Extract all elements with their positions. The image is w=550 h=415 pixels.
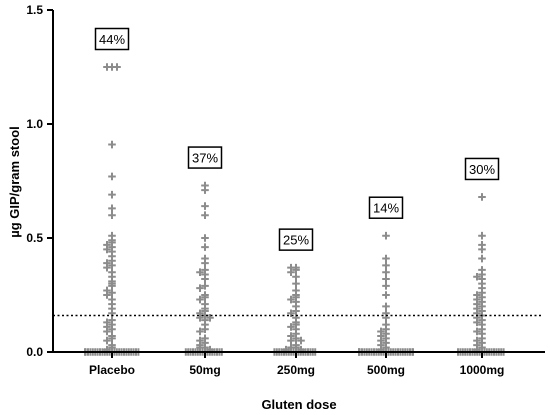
data-point	[201, 186, 209, 194]
percent-label: 37%	[192, 151, 218, 166]
data-point	[382, 231, 390, 240]
data-point	[201, 275, 209, 283]
data-point	[103, 291, 111, 299]
x-tick-label: 1000mg	[460, 363, 505, 377]
percent-label-box	[368, 196, 404, 219]
data-point	[108, 140, 116, 149]
data-point	[287, 295, 295, 304]
data-point	[287, 268, 295, 276]
y-ticks: 0.0 0.5 1.0 1.5	[26, 3, 53, 359]
data-point	[113, 63, 121, 71]
data-point	[108, 211, 116, 219]
data-point	[201, 325, 209, 333]
data-point	[103, 263, 111, 272]
data-point	[201, 211, 209, 219]
data-point	[108, 190, 116, 199]
data-point	[473, 318, 481, 327]
data-point	[478, 193, 486, 201]
data-point	[292, 279, 300, 288]
data-point	[382, 291, 390, 299]
data-point	[382, 282, 390, 290]
x-ticks: Placebo 50mg 250mg 500mg 1000mg	[89, 352, 504, 377]
x-tick-label: 50mg	[189, 363, 220, 377]
x-axis-title: Gluten dose	[261, 397, 336, 412]
data-point	[108, 172, 116, 181]
data-points	[81, 63, 508, 356]
data-point	[201, 259, 209, 267]
percent-labels: 44% 37% 25% 14% 30%	[94, 27, 500, 251]
y-axis-title: µg GIP/gram stool	[7, 126, 22, 238]
x-tick-label: 250mg	[277, 363, 315, 377]
data-point	[196, 284, 204, 292]
data-point	[103, 63, 111, 71]
y-tick-label: 1.5	[26, 3, 43, 17]
data-point	[108, 325, 116, 333]
data-point	[473, 327, 481, 336]
percent-label-box	[464, 157, 500, 181]
data-point	[103, 336, 111, 345]
data-point	[478, 254, 486, 263]
data-point	[108, 204, 116, 213]
percent-label: 25%	[283, 233, 309, 248]
data-point	[201, 282, 209, 290]
data-point	[292, 307, 300, 315]
data-point	[201, 234, 209, 242]
data-point	[196, 268, 204, 276]
data-point	[201, 202, 209, 210]
data-point	[108, 261, 116, 270]
data-point	[478, 231, 486, 240]
data-point	[196, 295, 204, 304]
data-point	[292, 334, 300, 343]
percent-label: 44%	[99, 32, 125, 47]
percent-label-box	[94, 27, 130, 51]
data-point	[103, 245, 111, 254]
data-point	[108, 334, 116, 343]
data-point	[478, 245, 486, 254]
y-tick-label: 0.0	[26, 345, 43, 359]
percent-label: 14%	[373, 201, 399, 216]
percent-label-box	[278, 228, 314, 251]
data-point	[287, 323, 295, 331]
x-tick-label: 500mg	[367, 363, 405, 377]
percent-label-box	[187, 146, 223, 169]
y-tick-label: 0.5	[26, 231, 43, 245]
data-point	[382, 302, 390, 311]
data-point	[108, 288, 116, 297]
data-point	[292, 272, 300, 281]
data-point	[297, 336, 305, 345]
data-point	[196, 327, 204, 336]
data-point	[103, 327, 111, 336]
data-point	[382, 275, 390, 283]
data-point	[206, 314, 214, 322]
y-tick-label: 1.0	[26, 117, 43, 131]
data-point	[287, 336, 295, 345]
data-point	[287, 309, 295, 318]
data-point	[201, 243, 209, 251]
x-tick-label: Placebo	[89, 363, 135, 377]
data-point	[382, 254, 390, 263]
data-point	[201, 293, 209, 302]
data-point	[292, 266, 300, 274]
data-point	[196, 314, 204, 322]
data-point	[108, 282, 116, 290]
data-point	[473, 272, 481, 281]
percent-label: 30%	[469, 162, 495, 177]
data-point	[382, 261, 390, 270]
data-point	[382, 268, 390, 276]
